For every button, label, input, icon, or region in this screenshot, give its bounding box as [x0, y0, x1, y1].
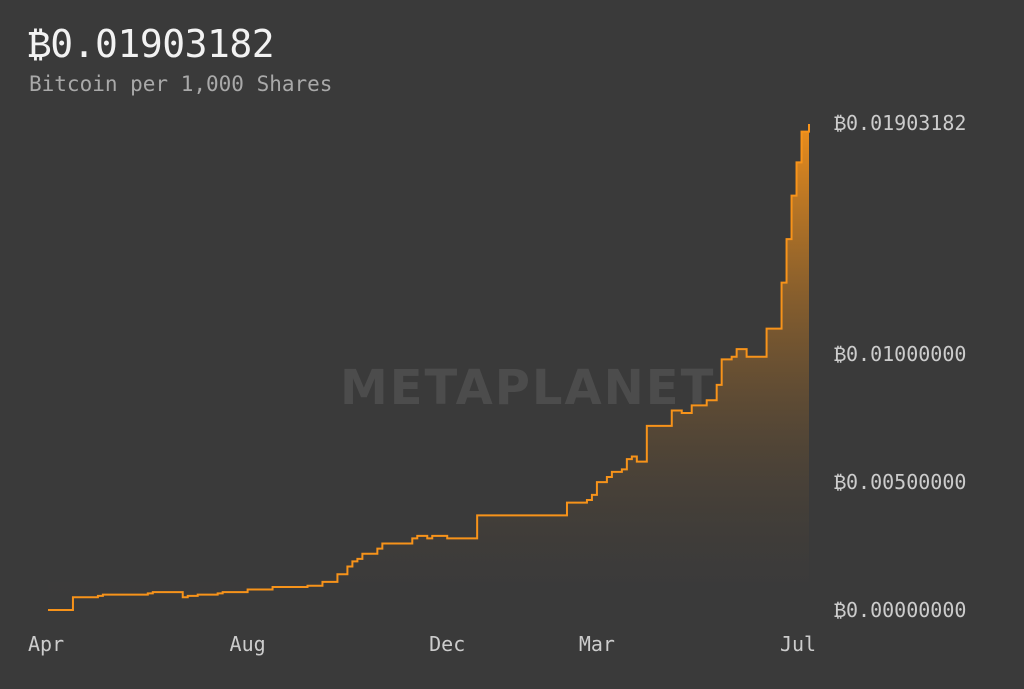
y-tick-label: ₿0.01000000: [834, 342, 966, 366]
area-fill: [48, 124, 809, 610]
watermark-logo: METAPLANET: [340, 360, 716, 416]
y-tick-label: ₿0.00000000: [834, 598, 966, 622]
x-tick-label: Apr: [28, 632, 64, 656]
headline-value: ₿0.01903182: [28, 22, 275, 66]
series-line: [48, 124, 810, 611]
x-tick-label: Dec: [429, 632, 465, 656]
y-tick-label: ₿0.01903182: [834, 111, 966, 135]
y-tick-label: ₿0.00500000: [834, 470, 966, 494]
x-tick-label: Mar: [579, 632, 615, 656]
x-tick-label: Jul: [780, 632, 816, 656]
chart-subtitle: Bitcoin per 1,000 Shares: [29, 72, 333, 96]
x-tick-label: Aug: [230, 632, 266, 656]
